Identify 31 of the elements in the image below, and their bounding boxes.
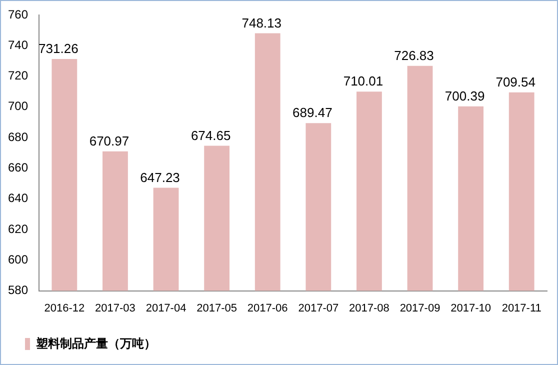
y-tick-label: 600	[8, 252, 28, 266]
data-label: 731.26	[38, 41, 78, 56]
x-tick-label: 2017-03	[95, 302, 136, 314]
x-tick-label: 2017-04	[146, 302, 186, 314]
x-tick-label: 2017-07	[298, 302, 339, 314]
data-label: 710.01	[343, 74, 384, 89]
data-label: 726.83	[394, 48, 434, 63]
y-tick-label: 740	[8, 38, 28, 52]
data-label: 700.39	[444, 88, 485, 104]
y-tick-label: 700	[8, 99, 28, 114]
y-tick-label: 720	[8, 68, 28, 83]
data-label: 674.65	[190, 128, 231, 143]
x-tick-label: 2017-06	[247, 302, 288, 314]
data-label: 689.47	[292, 105, 332, 120]
x-tick-label: 2016-12	[44, 302, 85, 314]
x-tick-label: 2017-08	[349, 302, 390, 314]
data-label: 670.97	[89, 133, 130, 148]
y-tick-label: 680	[8, 130, 28, 144]
y-tick-label: 660	[8, 160, 28, 175]
x-tick-label: 2017-09	[400, 302, 440, 314]
data-label: 647.23	[140, 170, 180, 185]
y-tick-label: 580	[8, 283, 28, 298]
x-tick-label: 2017-05	[196, 302, 237, 314]
y-tick-label: 760	[8, 7, 28, 22]
y-tick-label: 620	[8, 222, 28, 236]
y-tick-label: 640	[8, 191, 28, 206]
data-label: 748.13	[242, 15, 282, 30]
legend-label: 塑料制品产量（万吨）	[35, 336, 156, 350]
x-tick-label: 2017-11	[502, 302, 542, 314]
data-label: 709.54	[496, 74, 536, 90]
x-tick-label: 2017-10	[450, 302, 491, 314]
